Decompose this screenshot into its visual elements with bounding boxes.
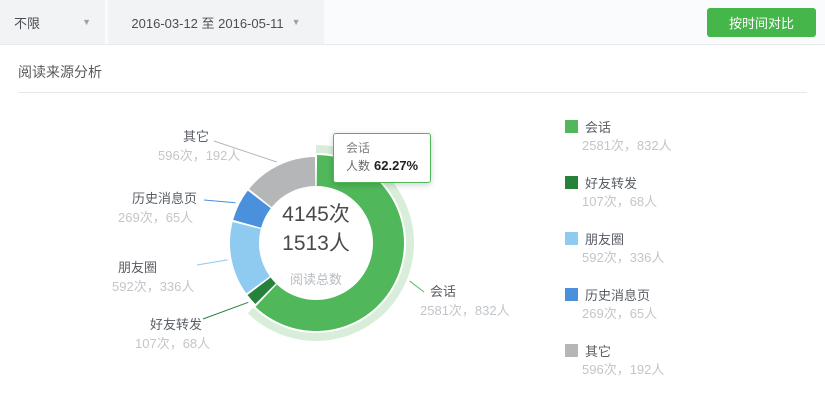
- legend-label: 朋友圈: [585, 231, 625, 247]
- donut-slice-4[interactable]: [249, 157, 316, 208]
- legend-swatch: [565, 287, 578, 301]
- topbar: 不限 ▼ 2016-03-12 至 2016-05-11 ▼ 按时间对比: [0, 0, 825, 45]
- legend-values: 2581次，832人: [582, 138, 672, 153]
- slice-label-name: 历史消息页: [132, 191, 198, 206]
- slice-label-values: 592次，336人: [112, 279, 195, 294]
- read-source-chart: 4145次 1513人 阅读总数 会话 人数 62.27% 其它 596次，192…: [0, 93, 825, 400]
- slice-label-history: 历史消息页 269次，65人: [118, 189, 197, 227]
- legend-item-history[interactable]: 历史消息页 269次，65人: [565, 285, 672, 323]
- leader-line-1: [202, 301, 249, 320]
- chart-legend: 会话 2581次，832人 好友转发 107次，68人 朋友圈 592次，336…: [565, 117, 672, 397]
- slice-label-values: 2581次，832人: [420, 303, 510, 318]
- legend-label: 其它: [585, 343, 612, 359]
- slice-label-forward: 好友转发 107次，68人: [135, 315, 210, 353]
- legend-swatch: [565, 231, 578, 245]
- legend-item-forward[interactable]: 好友转发 107次，68人: [565, 173, 672, 211]
- tooltip-percent: 62.27%: [374, 158, 419, 173]
- legend-label: 会话: [585, 119, 612, 135]
- leader-line-0: [409, 280, 425, 293]
- legend-values: 596次，192人: [582, 362, 665, 377]
- account-filter-value: 不限: [14, 15, 41, 31]
- slice-label-name: 其它: [183, 129, 210, 144]
- legend-swatch: [565, 175, 578, 189]
- compare-by-time-button[interactable]: 按时间对比: [706, 8, 816, 37]
- slice-label-values: 107次，68人: [135, 336, 211, 351]
- legend-swatch: [565, 119, 578, 133]
- legend-values: 107次，68人: [582, 194, 658, 209]
- legend-item-other[interactable]: 其它 596次，192人: [565, 341, 672, 379]
- slice-label-name: 好友转发: [150, 317, 203, 332]
- tooltip-metric: 人数 62.27%: [346, 158, 419, 173]
- slice-label-moments: 朋友圈 592次，336人: [112, 258, 194, 296]
- donut-chart-svg[interactable]: [0, 93, 560, 400]
- legend-item-session[interactable]: 会话 2581次，832人: [565, 117, 672, 155]
- donut-slice-0[interactable]: [255, 155, 404, 332]
- date-range-value: 2016-03-12 至 2016-05-11: [131, 15, 284, 31]
- legend-item-moments[interactable]: 朋友圈 592次，336人: [565, 229, 672, 267]
- slice-label-name: 朋友圈: [118, 260, 158, 275]
- tooltip-source: 会话: [346, 141, 371, 155]
- legend-label: 好友转发: [585, 175, 638, 191]
- section-title: 阅读来源分析: [18, 64, 102, 80]
- slice-label-session: 会话 2581次，832人: [420, 282, 510, 320]
- donut-slice-2[interactable]: [230, 221, 270, 294]
- donut-slice-1[interactable]: [247, 277, 276, 304]
- chevron-down-icon: ▼: [291, 16, 301, 27]
- slice-label-other: 其它 596次，192人: [158, 127, 240, 165]
- read-source-section: 阅读来源分析 4145次 1513人 阅读总数 会话 人数 62.27% 其它 5…: [0, 62, 825, 400]
- slice-label-name: 会话: [430, 284, 457, 299]
- legend-swatch: [565, 343, 578, 357]
- chevron-down-icon: ▼: [82, 16, 91, 27]
- legend-values: 592次，336人: [582, 250, 665, 265]
- leader-line-4: [213, 140, 277, 163]
- section-divider: [18, 92, 807, 93]
- legend-label: 历史消息页: [585, 287, 651, 303]
- slice-label-values: 269次，65人: [118, 210, 194, 225]
- donut-halo: [247, 145, 414, 341]
- account-filter-dropdown[interactable]: 不限 ▼: [0, 0, 105, 44]
- legend-values: 269次，65人: [582, 306, 658, 321]
- chart-tooltip: 会话 人数 62.27%: [333, 133, 432, 183]
- date-range-dropdown[interactable]: 2016-03-12 至 2016-05-11 ▼: [108, 0, 324, 44]
- leader-line-2: [196, 259, 228, 266]
- slice-label-values: 596次，192人: [158, 148, 241, 163]
- leader-line-3: [203, 199, 236, 204]
- donut-slice-3[interactable]: [233, 190, 271, 228]
